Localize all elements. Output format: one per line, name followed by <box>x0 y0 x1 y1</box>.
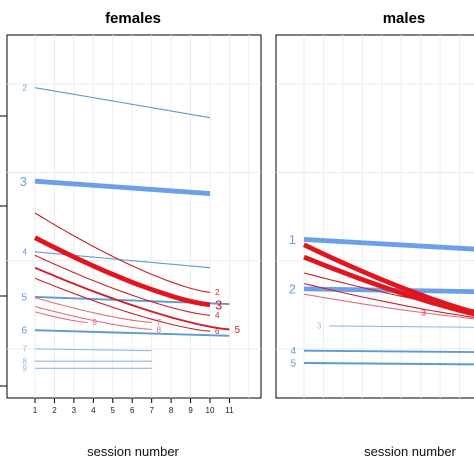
y-axis-ticks-left <box>0 115 7 387</box>
x-axis-label-females: session number <box>87 444 179 459</box>
panel-males: males session number 1 2 3 45 3 <box>275 10 474 459</box>
series-line-red-5 <box>34 266 230 331</box>
series-line-red-6 <box>34 277 211 332</box>
series-line-blue-3 <box>34 178 211 196</box>
panel-females: females 1 2 3 4 5 6 7 8 9 10 11 session number 234… <box>6 10 262 459</box>
series-label-blue-4: 4 <box>290 346 296 357</box>
series-line-blue-4 <box>303 349 474 353</box>
series-line-red-1 <box>302 242 474 315</box>
series-line-red-8 <box>34 305 152 331</box>
series-label-blue-8: 8 <box>23 357 28 366</box>
series-line-red-2 <box>303 254 474 317</box>
series-label-blue-9: 9 <box>23 364 28 373</box>
series-label-blue-7: 7 <box>23 345 28 354</box>
series-line-blue-2 <box>34 87 211 119</box>
x-tick-label: 6 <box>130 406 135 415</box>
series-line-blue-5 <box>303 362 474 366</box>
grid-males <box>276 35 474 398</box>
x-tick-label: 3 <box>72 406 77 415</box>
series-label-blue-2: 2 <box>289 281 296 296</box>
series-line-blue-3 <box>329 325 474 328</box>
series-label-blue-5: 5 <box>290 358 296 369</box>
series-label-blue-5: 5 <box>21 292 27 303</box>
panel-title-females: females <box>105 10 161 27</box>
x-tick-label: 8 <box>169 406 174 415</box>
x-ticks-females: 1 2 3 4 5 6 7 8 9 10 11 <box>33 398 234 415</box>
series-label-red-7: 7 <box>157 318 162 327</box>
series-label-blue-3: 3 <box>317 322 322 331</box>
series-label-red-4: 4 <box>215 311 220 320</box>
plot-frame-males <box>275 34 474 399</box>
x-tick-label: 2 <box>52 406 57 415</box>
series-label-red-6: 6 <box>215 327 220 336</box>
x-tick-label: 5 <box>111 406 116 415</box>
series-label-red-9: 9 <box>93 318 98 327</box>
series-line-red-4 <box>303 272 474 311</box>
series-line-red-5 <box>303 293 474 320</box>
series-line-red-2 <box>34 212 211 293</box>
x-tick-label: 11 <box>225 406 234 415</box>
series-line-blue-7 <box>34 348 152 352</box>
series-label-blue-3: 3 <box>20 174 27 189</box>
x-axis-label-males: session number <box>364 444 456 459</box>
x-tick-label: 10 <box>206 406 215 415</box>
series-line-red-4 <box>34 254 211 316</box>
series-label-blue-2: 2 <box>23 83 28 92</box>
series-label-red-8: 8 <box>157 325 162 334</box>
plot-frame-females <box>6 34 262 399</box>
series-males <box>302 237 474 366</box>
x-tick-label: 9 <box>188 406 193 415</box>
series-line-red-9 <box>34 311 88 323</box>
series-label-red-2: 2 <box>215 288 220 297</box>
series-label-blue-1: 1 <box>289 232 296 247</box>
series-line-blue-6 <box>34 329 230 337</box>
grid-females <box>7 35 261 398</box>
series-label-red-3: 3 <box>422 309 427 318</box>
panel-title-males: males <box>383 10 426 27</box>
series-line-red-3 <box>33 235 211 308</box>
x-tick-label: 7 <box>149 406 154 415</box>
x-tick-label: 4 <box>91 406 96 415</box>
series-females <box>33 87 230 369</box>
series-label-blue-4: 4 <box>23 248 28 257</box>
series-line-red-3 <box>303 283 474 318</box>
series-label-blue-6: 6 <box>21 326 27 337</box>
series-label-red-3: 3 <box>215 297 222 312</box>
series-line-blue-1 <box>303 237 474 252</box>
series-label-red-5: 5 <box>234 325 240 336</box>
series-line-red-7 <box>34 297 152 323</box>
x-tick-label: 1 <box>33 406 38 415</box>
